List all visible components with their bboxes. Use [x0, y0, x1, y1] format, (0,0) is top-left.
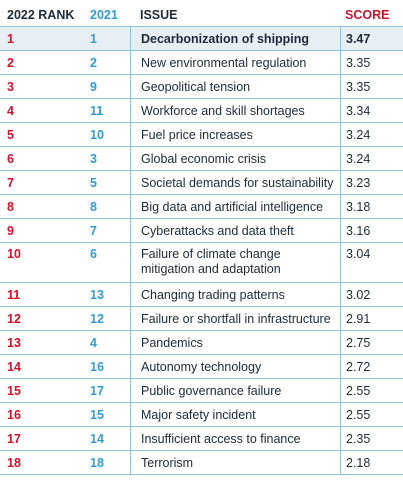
table-row: 10 6 Failure of climate change mitigatio… [0, 243, 403, 283]
rank-2022: 1 [7, 31, 14, 46]
issue-score: 3.02 [340, 283, 395, 306]
table-row: 17 14 Insufficient access to finance 2.3… [0, 427, 403, 451]
rank-2021: 15 [90, 407, 104, 422]
issue-score: 3.24 [340, 123, 395, 146]
table-row: 8 8 Big data and artificial intelligence… [0, 195, 403, 219]
rank-2022: 5 [7, 127, 14, 142]
issue-name: Global economic crisis [130, 147, 340, 170]
rank-2021: 11 [90, 103, 104, 118]
rank-2022: 14 [7, 359, 21, 374]
issue-score: 2.35 [340, 427, 395, 450]
issue-score: 3.47 [340, 27, 395, 50]
rank-2022: 15 [7, 383, 21, 398]
issue-name: Cyberattacks and data theft [130, 219, 340, 242]
issue-score: 3.23 [340, 171, 395, 194]
issue-name: Geopolitical tension [130, 75, 340, 98]
rank-2021: 7 [90, 223, 97, 238]
issue-name: Societal demands for sustainability [130, 171, 340, 194]
issue-score: 3.24 [340, 147, 395, 170]
table-row: 11 13 Changing trading patterns 3.02 [0, 283, 403, 307]
rank-2022: 8 [7, 199, 14, 214]
issue-score: 2.75 [340, 331, 395, 354]
rank-2021: 10 [90, 127, 104, 142]
rank-2022: 3 [7, 79, 14, 94]
table-row: 2 2 New environmental regulation 3.35 [0, 51, 403, 75]
issue-name: Pandemics [130, 331, 340, 354]
rank-2022: 12 [7, 311, 21, 326]
table-row: 9 7 Cyberattacks and data theft 3.16 [0, 219, 403, 243]
header-2022-rank: 2022 RANK [7, 7, 75, 22]
issue-score: 3.34 [340, 99, 395, 122]
rank-2021: 2 [90, 55, 97, 70]
table-row: 3 9 Geopolitical tension 3.35 [0, 75, 403, 99]
rank-2021: 1 [90, 31, 97, 46]
table-row: 4 11 Workforce and skill shortages 3.34 [0, 99, 403, 123]
table-row: 18 18 Terrorism 2.18 [0, 451, 403, 475]
issue-score: 2.91 [340, 307, 395, 330]
rank-2021: 6 [90, 247, 97, 261]
issue-score: 3.16 [340, 219, 395, 242]
issue-name: Fuel price increases [130, 123, 340, 146]
rank-2022: 7 [7, 175, 14, 190]
rank-2022: 16 [7, 407, 21, 422]
table-row: 5 10 Fuel price increases 3.24 [0, 123, 403, 147]
issue-name: Failure of climate change mitigation and… [130, 243, 340, 282]
table-row: 7 5 Societal demands for sustainability … [0, 171, 403, 195]
rank-2021: 16 [90, 359, 104, 374]
rank-2022: 4 [7, 103, 14, 118]
table-row: 13 4 Pandemics 2.75 [0, 331, 403, 355]
issue-name: Big data and artificial intelligence [130, 195, 340, 218]
issue-name: Changing trading patterns [130, 283, 340, 306]
rank-2022: 11 [7, 287, 21, 302]
table-row: 15 17 Public governance failure 2.55 [0, 379, 403, 403]
issue-score: 3.35 [340, 51, 395, 74]
rank-2021: 3 [90, 151, 97, 166]
header-2021-rank: 2021 [90, 7, 118, 22]
issue-name: Major safety incident [130, 403, 340, 426]
issue-name: Failure or shortfall in infrastructure [130, 307, 340, 330]
issue-name: New environmental regulation [130, 51, 340, 74]
issue-name: Autonomy technology [130, 355, 340, 378]
rank-2022: 9 [7, 223, 14, 238]
issue-name: Workforce and skill shortages [130, 99, 340, 122]
table-row: 1 1 Decarbonization of shipping 3.47 [0, 27, 403, 51]
issue-score: 3.35 [340, 75, 395, 98]
issue-name: Terrorism [130, 451, 340, 474]
header-score: SCORE [345, 7, 390, 22]
issue-score: 2.55 [340, 379, 395, 402]
table-row: 14 16 Autonomy technology 2.72 [0, 355, 403, 379]
issue-score: 2.18 [340, 451, 395, 474]
issue-score: 2.72 [340, 355, 395, 378]
table-header: 2022 RANK 2021 ISSUE SCORE [0, 3, 403, 27]
rank-2022: 17 [7, 431, 21, 446]
table-row: 6 3 Global economic crisis 3.24 [0, 147, 403, 171]
rank-2021: 13 [90, 287, 104, 302]
rank-2021: 8 [90, 199, 97, 214]
issue-name: Decarbonization of shipping [130, 27, 340, 50]
header-issue: ISSUE [140, 7, 178, 22]
rank-2021: 17 [90, 383, 104, 398]
ranking-table: 2022 RANK 2021 ISSUE SCORE 1 1 Decarboni… [0, 3, 403, 475]
issue-name: Public governance failure [130, 379, 340, 402]
rank-2021: 18 [90, 455, 104, 470]
rank-2022: 13 [7, 335, 21, 350]
issue-score: 3.04 [340, 243, 395, 282]
rank-2021: 4 [90, 335, 97, 350]
issue-score: 3.18 [340, 195, 395, 218]
rank-2022: 10 [7, 247, 21, 261]
rank-2022: 18 [7, 455, 21, 470]
table-row: 16 15 Major safety incident 2.55 [0, 403, 403, 427]
rank-2022: 2 [7, 55, 14, 70]
rank-2021: 12 [90, 311, 104, 326]
rank-2022: 6 [7, 151, 14, 166]
rank-2021: 9 [90, 79, 97, 94]
issue-name: Insufficient access to finance [130, 427, 340, 450]
rank-2021: 5 [90, 175, 97, 190]
table-row: 12 12 Failure or shortfall in infrastruc… [0, 307, 403, 331]
rank-2021: 14 [90, 431, 104, 446]
issue-score: 2.55 [340, 403, 395, 426]
